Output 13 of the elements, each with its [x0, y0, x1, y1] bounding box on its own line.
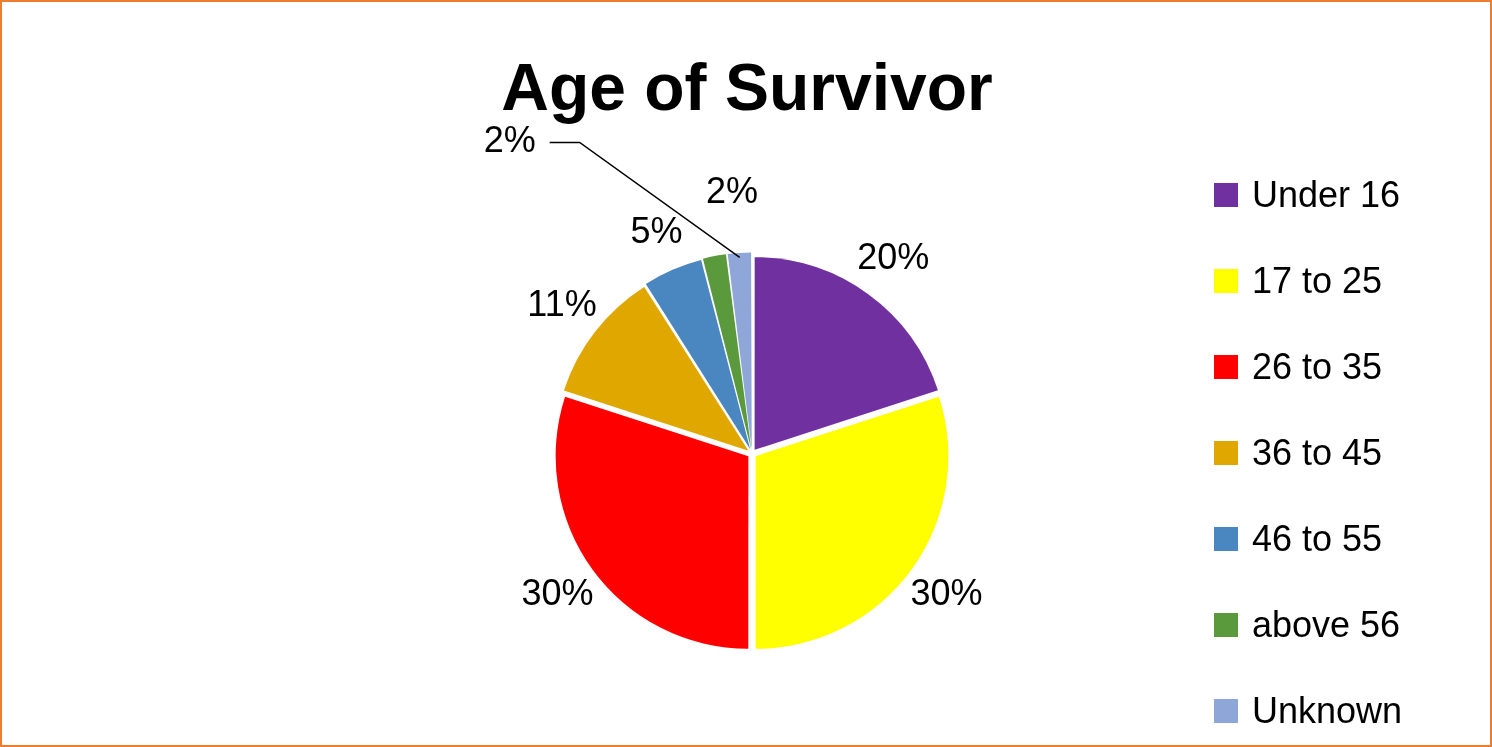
- data-label: 2%: [705, 169, 758, 211]
- legend-label: Unknown: [1252, 690, 1403, 732]
- legend-label: Under 16: [1252, 174, 1401, 216]
- legend-label: 17 to 25: [1252, 260, 1383, 302]
- data-label: 5%: [630, 209, 683, 251]
- data-label: 30%: [910, 571, 983, 613]
- data-label: 11%: [527, 283, 597, 325]
- legend-label: 46 to 55: [1252, 518, 1383, 560]
- data-label: 30%: [521, 571, 594, 613]
- legend-label: 26 to 35: [1252, 346, 1383, 388]
- data-label: 20%: [857, 235, 930, 277]
- legend-label: 36 to 45: [1252, 432, 1383, 474]
- legend-label: above 56: [1252, 604, 1401, 646]
